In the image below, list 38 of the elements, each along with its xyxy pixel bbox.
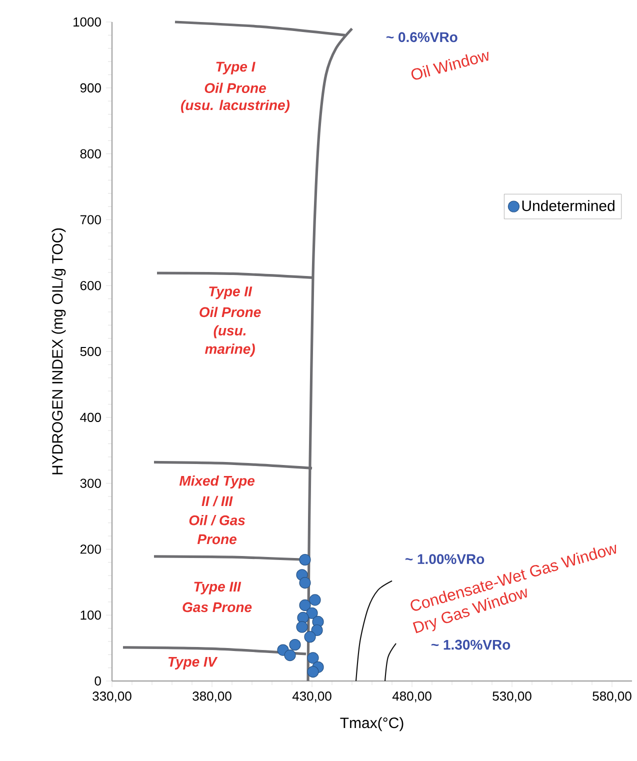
y-tick-label: 900: [80, 83, 101, 92]
annotation: (usu.: [214, 325, 246, 338]
y-tick-label: 200: [80, 544, 101, 554]
annotation: Type IV: [168, 656, 218, 670]
x-tick-label: 330,00: [92, 692, 132, 702]
annotation: Oil Window: [411, 52, 488, 80]
annotation: ~ 1.00%VRo: [405, 554, 484, 564]
y-tick-label: 700: [80, 215, 101, 224]
x-tick-label: 380,00: [192, 692, 232, 702]
annotation: Oil Prone: [204, 82, 266, 94]
x-tick-label: 530,00: [492, 692, 532, 702]
y-tick-label: 400: [80, 412, 101, 422]
y-tick-label: 500: [80, 346, 101, 356]
x-tick-label: 580,00: [592, 692, 632, 702]
y-axis-title: HYDROGEN INDEX (mg OIL/g TOC): [52, 228, 66, 474]
annotation: Type III: [194, 582, 242, 594]
annotation: Prone: [197, 534, 236, 544]
annotation: Type II: [209, 286, 252, 300]
x-tick-label: 480,00: [392, 692, 432, 702]
annotation: ~ 1.30%VRo: [431, 640, 510, 650]
annotation: marine): [204, 344, 255, 357]
annotation: Oil / Gas: [189, 514, 245, 526]
annotation: (usu. lacustrine): [181, 100, 290, 113]
y-tick-label: 300: [80, 478, 101, 488]
annotation: ~ 0.6%VRo: [386, 32, 458, 42]
annotation: II / III: [202, 496, 233, 506]
y-tick-label: 0: [94, 676, 101, 686]
annotation: Oil Prone: [200, 306, 261, 318]
annotation: Gas Prone: [182, 602, 252, 612]
y-tick-label: 800: [80, 149, 101, 158]
y-tick-label: 1000: [74, 17, 101, 27]
legend-label: Undetermined: [522, 200, 614, 212]
x-axis-title: Tmax(°C): [340, 717, 404, 732]
y-tick-label: 600: [80, 280, 101, 290]
annotation: Mixed Type: [179, 475, 255, 489]
annotation: Type I: [216, 62, 256, 74]
x-tick-label: 430,00: [292, 692, 332, 702]
y-tick-label: 100: [80, 610, 101, 620]
